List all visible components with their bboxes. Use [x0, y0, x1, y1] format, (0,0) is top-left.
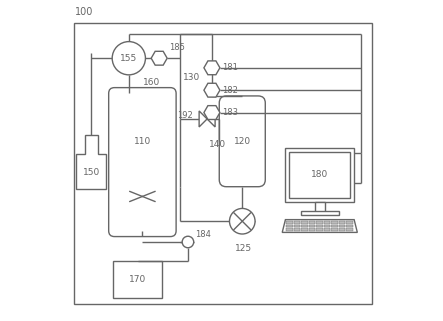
Text: 125: 125: [235, 244, 253, 253]
Circle shape: [182, 236, 194, 248]
Bar: [331, 221, 338, 224]
Bar: [315, 202, 325, 212]
Bar: [286, 221, 292, 224]
Circle shape: [229, 208, 255, 234]
Bar: [294, 228, 300, 231]
Bar: [308, 225, 315, 227]
Polygon shape: [282, 220, 358, 232]
Bar: [308, 221, 315, 224]
Bar: [301, 225, 307, 227]
Polygon shape: [76, 135, 106, 189]
Bar: [301, 221, 307, 224]
Text: 130: 130: [183, 73, 200, 82]
Text: 120: 120: [234, 137, 251, 146]
Bar: [323, 225, 330, 227]
FancyBboxPatch shape: [109, 88, 176, 237]
Bar: [285, 148, 354, 202]
Bar: [316, 225, 323, 227]
Bar: [308, 228, 315, 231]
Text: 184: 184: [195, 230, 211, 239]
Text: 180: 180: [311, 170, 328, 179]
Bar: [316, 228, 323, 231]
Text: 140: 140: [209, 140, 226, 149]
Bar: [338, 228, 345, 231]
Text: 170: 170: [129, 275, 146, 284]
Polygon shape: [204, 83, 220, 97]
Text: 183: 183: [222, 108, 238, 117]
Text: 185: 185: [169, 43, 185, 52]
Polygon shape: [204, 106, 220, 119]
Polygon shape: [199, 111, 207, 127]
Bar: [346, 228, 353, 231]
Bar: [323, 221, 330, 224]
Bar: [294, 225, 300, 227]
Text: 192: 192: [177, 111, 193, 120]
Text: 150: 150: [83, 169, 100, 178]
Bar: [294, 221, 300, 224]
FancyBboxPatch shape: [219, 96, 265, 187]
Bar: [301, 211, 339, 215]
Bar: [286, 225, 292, 227]
Bar: [286, 228, 292, 231]
Bar: [289, 152, 350, 198]
Bar: [113, 261, 163, 298]
Bar: [346, 221, 353, 224]
Polygon shape: [207, 111, 215, 127]
Polygon shape: [151, 51, 167, 65]
Text: 160: 160: [143, 78, 160, 87]
Text: 100: 100: [74, 7, 93, 17]
Text: 182: 182: [222, 86, 238, 95]
Bar: [338, 225, 345, 227]
Polygon shape: [204, 61, 220, 75]
Bar: [331, 228, 338, 231]
Bar: [346, 225, 353, 227]
Circle shape: [112, 42, 145, 75]
Text: 155: 155: [120, 54, 137, 63]
Text: 181: 181: [222, 63, 238, 72]
Bar: [338, 221, 345, 224]
Bar: [323, 228, 330, 231]
Bar: [301, 228, 307, 231]
Bar: [331, 225, 338, 227]
Text: 110: 110: [134, 137, 151, 146]
Bar: [316, 221, 323, 224]
Bar: [74, 23, 372, 304]
